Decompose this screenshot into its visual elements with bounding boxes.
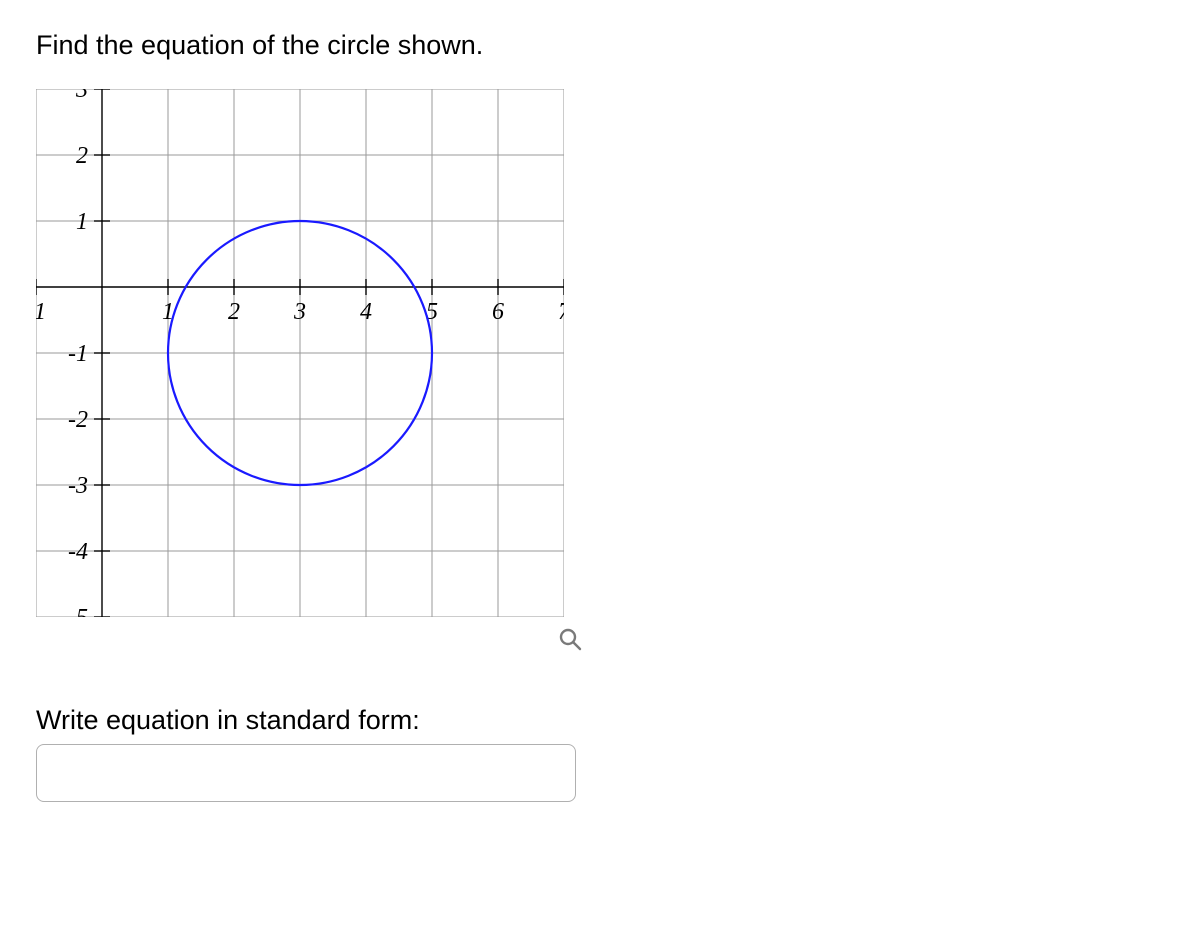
svg-text:1: 1 — [76, 209, 88, 235]
svg-text:2: 2 — [76, 143, 88, 169]
svg-text:4: 4 — [360, 299, 372, 325]
equation-input[interactable] — [36, 744, 576, 802]
svg-text:-1: -1 — [36, 299, 46, 325]
svg-text:3: 3 — [75, 89, 88, 103]
svg-text:2: 2 — [228, 299, 240, 325]
magnify-icon[interactable] — [558, 627, 582, 651]
graph-svg: -11234567-5-4-3-2-1123 — [36, 89, 564, 617]
coordinate-graph: -11234567-5-4-3-2-1123 — [36, 89, 636, 669]
svg-text:-2: -2 — [68, 407, 88, 433]
svg-text:-1: -1 — [68, 341, 88, 367]
svg-text:6: 6 — [492, 299, 504, 325]
svg-text:-3: -3 — [68, 473, 88, 499]
svg-text:3: 3 — [293, 299, 306, 325]
svg-text:-4: -4 — [68, 539, 88, 565]
question-prompt: Find the equation of the circle shown. — [36, 30, 1164, 61]
answer-label: Write equation in standard form: — [36, 705, 1164, 736]
svg-text:7: 7 — [558, 299, 564, 325]
svg-text:-5: -5 — [68, 605, 88, 617]
